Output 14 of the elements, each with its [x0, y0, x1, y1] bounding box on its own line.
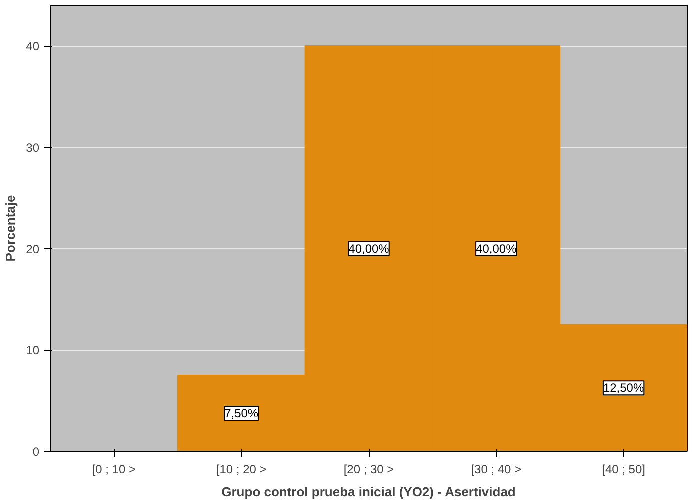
y-tick-label: 0	[32, 445, 40, 459]
data-label: 40,00%	[348, 242, 390, 256]
x-axis-title: Grupo control prueba inicial (YO2) - Asertividad	[222, 484, 516, 500]
x-tick-label: [10 ; 20 >	[216, 462, 267, 476]
data-label: 40,00%	[476, 242, 518, 256]
x-tick-label: [0 ; 10 >	[92, 462, 136, 476]
y-tick-label: 20	[26, 242, 40, 256]
x-tick-label: [30 ; 40 >	[471, 462, 522, 476]
x-tick-label: [40 ; 50]	[602, 462, 646, 476]
y-tick-label: 10	[26, 344, 40, 358]
y-axis-title: Porcentaje	[3, 195, 18, 262]
y-tick-label: 40	[26, 40, 40, 54]
x-tick-label: [20 ; 30 >	[344, 462, 394, 476]
y-tick-label: 30	[26, 140, 40, 155]
